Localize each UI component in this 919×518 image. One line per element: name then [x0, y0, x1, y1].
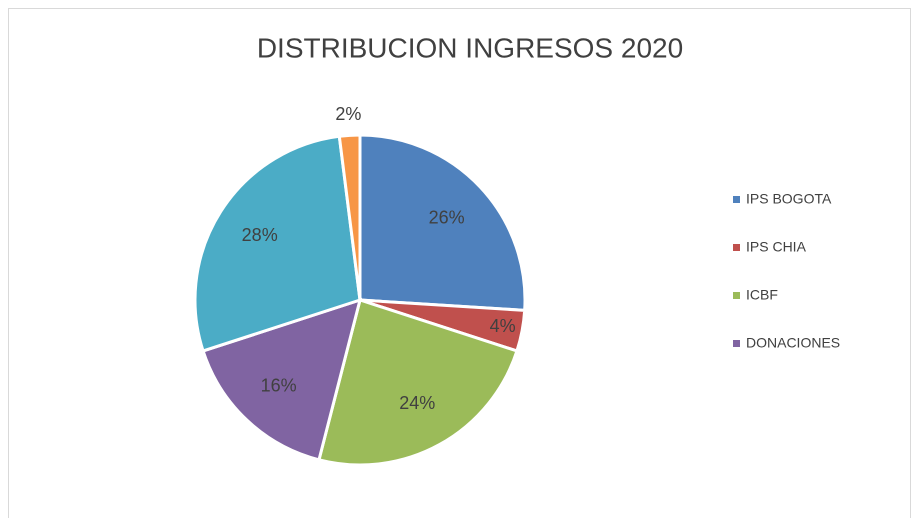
data-label: 2% [335, 104, 361, 124]
pie-slice [201, 297, 363, 462]
pie-slice [337, 133, 362, 301]
legend-label: IPS CHIA [746, 239, 807, 255]
legend-label: ICBF [746, 287, 778, 303]
legend-swatch [733, 196, 740, 203]
legend-label: IPS BOGOTA [746, 191, 832, 207]
legend-swatch [733, 292, 740, 299]
chart-title: DISTRIBUCION INGRESOS 2020 [257, 32, 683, 63]
legend-swatch [733, 244, 740, 251]
legend-swatch [733, 340, 740, 347]
data-label: 4% [490, 316, 516, 336]
pie-slice [317, 298, 519, 467]
pie-slice [193, 134, 362, 353]
legend-label: DONACIONES [746, 335, 840, 351]
data-label: 24% [399, 393, 435, 413]
pie-slice [358, 133, 527, 312]
data-label: 28% [242, 225, 278, 245]
data-label: 26% [429, 207, 465, 227]
data-label: 16% [261, 375, 297, 395]
